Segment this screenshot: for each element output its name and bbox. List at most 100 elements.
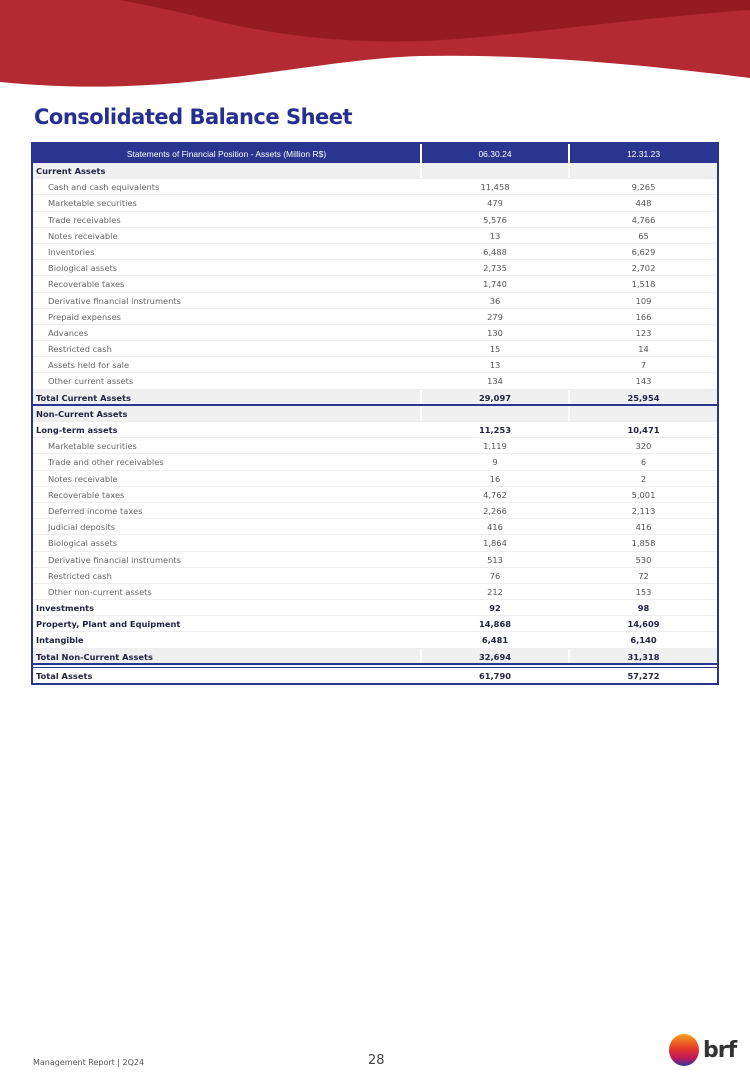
value-12-31-23: 109 bbox=[568, 292, 717, 308]
value-06-30-24: 76 bbox=[420, 567, 568, 583]
value-06-30-24: 92 bbox=[420, 600, 568, 616]
table-row: Restricted cash 76 72 bbox=[33, 567, 717, 584]
value-12-31-23: 1,518 bbox=[568, 276, 717, 292]
row-label: Trade and other receivables bbox=[48, 457, 164, 468]
value-12-31-23: 320 bbox=[568, 438, 717, 454]
section-row: Current Assets bbox=[33, 163, 717, 180]
row-label: Other non-current assets bbox=[48, 586, 152, 597]
row-label: Advances bbox=[48, 327, 89, 338]
row-label: Other current assets bbox=[48, 376, 134, 387]
value-06-30-24: 14,868 bbox=[420, 616, 568, 632]
header-period-1: 06.30.24 bbox=[420, 144, 568, 163]
row-label: Prepaid expenses bbox=[48, 311, 121, 322]
value-12-31-23: 72 bbox=[568, 567, 717, 583]
table-row: Advances 130 123 bbox=[33, 324, 717, 342]
value-12-31-23: 65 bbox=[568, 227, 717, 243]
value-12-31-23: 153 bbox=[568, 583, 717, 600]
value-12-31-23: 1,858 bbox=[568, 535, 717, 551]
total-row: Investments 92 98 bbox=[33, 600, 717, 617]
value-12-31-23: 10,471 bbox=[568, 422, 717, 438]
value-06-30-24: 1,740 bbox=[420, 276, 568, 292]
value-12-31-23: 448 bbox=[568, 195, 717, 211]
table-row: Trade and other receivables 9 6 bbox=[33, 454, 717, 471]
row-label: Restricted cash bbox=[48, 344, 112, 355]
table-row: Assets held for sale 13 7 bbox=[33, 357, 717, 374]
value-06-30-24: 416 bbox=[420, 519, 568, 535]
value-12-31-23: 14,609 bbox=[568, 616, 717, 632]
table-row: Biological assets 1,864 1,858 bbox=[33, 535, 717, 552]
value-06-30-24: 212 bbox=[420, 583, 568, 600]
table-row: Cash and cash equivalents 11,458 9,265 bbox=[33, 179, 717, 196]
table-row: Inventories 6,488 6,629 bbox=[33, 243, 717, 261]
row-label: Judicial deposits bbox=[48, 522, 116, 533]
page-number: 28 bbox=[368, 1053, 385, 1068]
value-12-31-23: 9,265 bbox=[568, 179, 717, 195]
value-06-30-24: 2,735 bbox=[420, 260, 568, 276]
value-06-30-24: 13 bbox=[420, 357, 568, 373]
value-06-30-24: 279 bbox=[420, 308, 568, 324]
table-row: Notes receivable 16 2 bbox=[33, 470, 717, 487]
brf-logo-text: brf bbox=[703, 1037, 737, 1063]
row-label: Property, Plant and Equipment bbox=[36, 619, 181, 630]
table-row: Deferred income taxes 2,266 2,113 bbox=[33, 502, 717, 520]
table-row: Recoverable taxes 1,740 1,518 bbox=[33, 276, 717, 293]
value-12-31-23: 166 bbox=[568, 308, 717, 324]
table-row: Notes receivable 13 65 bbox=[33, 227, 717, 244]
value-06-30-24: 36 bbox=[420, 292, 568, 308]
value-12-31-23: 25,954 bbox=[568, 389, 717, 404]
table-body: Current Assets Cash and cash equivalents 1… bbox=[33, 163, 717, 683]
table-header: Statements of Financial Position - Asset… bbox=[33, 144, 717, 163]
table-row: Judicial deposits 416 416 bbox=[33, 519, 717, 536]
row-label: Assets held for sale bbox=[48, 360, 130, 371]
value-12-31-23: 143 bbox=[568, 373, 717, 389]
section-row: Non-Current Assets bbox=[33, 405, 717, 422]
table-row: Biological assets 2,735 2,702 bbox=[33, 260, 717, 277]
value-12-31-23: 123 bbox=[568, 324, 717, 341]
value-12-31-23: 4,766 bbox=[568, 211, 717, 227]
value-06-30-24: 13 bbox=[420, 227, 568, 243]
total-row: Intangible 6,481 6,140 bbox=[33, 632, 717, 649]
row-label: Inventories bbox=[48, 246, 95, 257]
row-label: Recoverable taxes bbox=[48, 489, 125, 500]
value-12-31-23: 530 bbox=[568, 551, 717, 567]
table-row: Other current assets 134 143 bbox=[33, 373, 717, 390]
table-row: Derivative financial instruments 513 530 bbox=[33, 551, 717, 568]
value-12-31-23: 416 bbox=[568, 519, 717, 535]
value-06-30-24: 61,790 bbox=[420, 667, 568, 683]
table-row: Restricted cash 15 14 bbox=[33, 341, 717, 358]
table-row: Marketable securities 479 448 bbox=[33, 195, 717, 212]
row-label: Intangible bbox=[36, 635, 84, 646]
row-label: Biological assets bbox=[48, 263, 118, 274]
value-06-30-24: 29,097 bbox=[420, 389, 568, 404]
table-row: Derivative financial instruments 36 109 bbox=[33, 292, 717, 309]
row-label: Marketable securities bbox=[48, 198, 137, 209]
footer-report-label: Management Report | 2Q24 bbox=[33, 1058, 145, 1067]
value-06-30-24: 1,119 bbox=[420, 438, 568, 454]
row-label: Long-term assets bbox=[36, 425, 118, 435]
row-label: Total Current Assets bbox=[36, 392, 131, 403]
row-label: Cash and cash equivalents bbox=[48, 182, 160, 193]
value-06-30-24: 479 bbox=[420, 195, 568, 211]
row-label: Restricted cash bbox=[48, 570, 112, 581]
total-row: Long-term assets 11,253 10,471 bbox=[33, 422, 717, 439]
value-12-31-23: 7 bbox=[568, 357, 717, 373]
value-06-30-24: 11,253 bbox=[420, 422, 568, 438]
row-label: Notes receivable bbox=[48, 473, 118, 484]
row-label: Biological assets bbox=[48, 538, 118, 549]
value-06-30-24: 1,864 bbox=[420, 535, 568, 551]
row-label: Deferred income taxes bbox=[48, 505, 143, 516]
row-label: Investments bbox=[36, 603, 95, 614]
table-row: Other non-current assets 212 153 bbox=[33, 583, 717, 601]
value-06-30-24: 11,458 bbox=[420, 179, 568, 195]
value-12-31-23: 6 bbox=[568, 454, 717, 470]
total-row: Total Non-Current Assets 32,694 31,318 bbox=[33, 648, 717, 665]
row-label: Total Assets bbox=[36, 670, 93, 681]
row-label: Trade receivables bbox=[48, 214, 121, 225]
total-row: Total Assets 61,790 57,272 bbox=[33, 666, 717, 683]
value-06-30-24: 32,694 bbox=[420, 648, 568, 663]
value-12-31-23: 5,001 bbox=[568, 486, 717, 502]
table-row: Marketable securities 1,119 320 bbox=[33, 438, 717, 455]
page-title: Consolidated Balance Sheet bbox=[34, 105, 353, 129]
value-12-31-23: 2 bbox=[568, 470, 717, 486]
table-row: Trade receivables 5,576 4,766 bbox=[33, 211, 717, 228]
